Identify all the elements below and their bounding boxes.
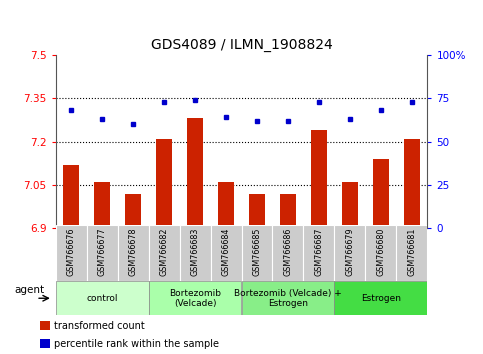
Bar xyxy=(280,194,296,228)
Text: Bortezomib (Velcade) +
Estrogen: Bortezomib (Velcade) + Estrogen xyxy=(234,289,342,308)
Bar xyxy=(373,159,389,228)
Title: GDS4089 / ILMN_1908824: GDS4089 / ILMN_1908824 xyxy=(151,39,332,52)
Bar xyxy=(342,182,358,228)
Bar xyxy=(149,281,242,315)
Bar xyxy=(56,281,149,315)
Bar xyxy=(272,225,303,281)
Bar xyxy=(366,225,397,281)
Text: control: control xyxy=(86,294,118,303)
Bar xyxy=(86,225,117,281)
Text: GSM766681: GSM766681 xyxy=(408,228,416,276)
Text: GSM766676: GSM766676 xyxy=(67,228,75,276)
Bar xyxy=(397,225,427,281)
Text: GSM766680: GSM766680 xyxy=(376,228,385,276)
Text: GSM766687: GSM766687 xyxy=(314,228,324,276)
Bar xyxy=(218,182,234,228)
Text: GSM766682: GSM766682 xyxy=(159,228,169,276)
Bar xyxy=(94,182,110,228)
Bar xyxy=(117,225,149,281)
Bar xyxy=(56,225,86,281)
Text: Estrogen: Estrogen xyxy=(361,294,401,303)
Text: GSM766684: GSM766684 xyxy=(222,228,230,276)
Bar xyxy=(242,225,272,281)
Bar xyxy=(303,225,334,281)
Bar xyxy=(63,165,79,228)
Text: Bortezomib
(Velcade): Bortezomib (Velcade) xyxy=(169,289,221,308)
Text: GSM766685: GSM766685 xyxy=(253,228,261,276)
Text: percentile rank within the sample: percentile rank within the sample xyxy=(54,339,219,349)
Bar xyxy=(404,139,420,228)
Bar xyxy=(40,339,50,348)
Bar xyxy=(149,225,180,281)
Text: GSM766683: GSM766683 xyxy=(190,228,199,276)
Bar xyxy=(40,321,50,330)
Bar xyxy=(249,194,265,228)
Bar xyxy=(311,130,327,228)
Bar xyxy=(334,225,366,281)
Bar xyxy=(156,139,172,228)
Bar xyxy=(242,281,334,315)
Text: GSM766679: GSM766679 xyxy=(345,228,355,276)
Text: agent: agent xyxy=(14,285,44,295)
Bar xyxy=(187,119,203,228)
Text: GSM766678: GSM766678 xyxy=(128,228,138,276)
Bar xyxy=(180,225,211,281)
Text: GSM766677: GSM766677 xyxy=(98,228,107,276)
Bar xyxy=(125,194,141,228)
Bar xyxy=(211,225,242,281)
Text: transformed count: transformed count xyxy=(54,321,144,331)
Text: GSM766686: GSM766686 xyxy=(284,228,293,276)
Bar xyxy=(334,281,427,315)
